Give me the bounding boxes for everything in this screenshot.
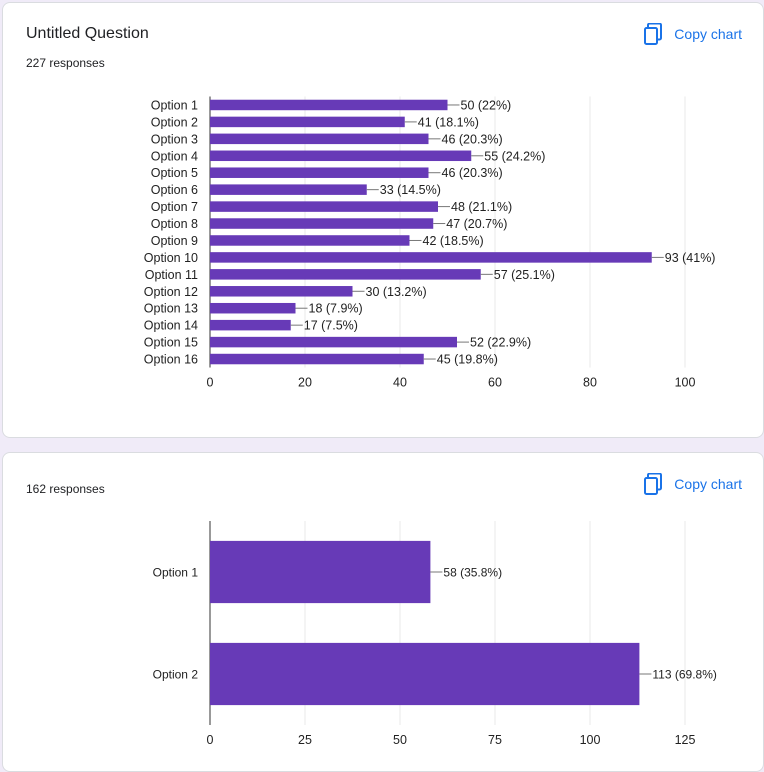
data-label: 58 (35.8%) xyxy=(443,565,502,579)
data-label: 46 (20.3%) xyxy=(442,132,503,146)
bar xyxy=(210,116,405,128)
bar xyxy=(210,184,367,195)
category-label: Option 10 xyxy=(144,251,198,265)
bar xyxy=(210,319,291,331)
category-label: Option 11 xyxy=(145,268,198,282)
data-label: 18 (7.9%) xyxy=(309,302,363,316)
data-label: 52 (22.9%) xyxy=(470,336,531,350)
category-label: Option 2 xyxy=(151,115,198,129)
bar-chart: 0 25 50 75 100 125 Option 1 58 (35.8%) Option 2 1… xyxy=(153,521,717,747)
bar xyxy=(210,99,448,111)
category-label: Option 16 xyxy=(144,353,198,367)
x-tick-label: 50 xyxy=(393,733,407,747)
question-title: Untitled Question xyxy=(26,25,149,42)
bar xyxy=(210,201,438,212)
category-label: Option 9 xyxy=(151,234,198,248)
question-card-1: Untitled Question 227 responses Copy cha… xyxy=(2,2,764,438)
bar xyxy=(210,269,481,280)
data-label: 17 (7.5%) xyxy=(304,319,358,333)
question-card-2: 162 responses Copy chart 0 25 50 75 100 125 Op… xyxy=(2,452,764,772)
category-label: Option 15 xyxy=(144,336,198,350)
bar xyxy=(210,286,353,297)
copy-chart-label: Copy chart xyxy=(674,476,742,492)
data-label: 42 (18.5%) xyxy=(423,234,484,248)
bar xyxy=(210,642,640,706)
category-label: Option 2 xyxy=(153,667,199,681)
copy-icon xyxy=(643,22,663,45)
data-label: 48 (21.1%) xyxy=(451,200,512,214)
bar-chart: 0 20 40 60 80 100 Option 1 50 (22%) Option 2 41 (… xyxy=(144,96,716,390)
category-label: Option 1 xyxy=(153,565,199,579)
x-tick-label: 125 xyxy=(675,733,696,747)
x-tick-label: 0 xyxy=(207,376,214,390)
response-count: 227 responses xyxy=(26,56,105,70)
copy-icon xyxy=(643,472,663,495)
bar xyxy=(210,167,429,178)
data-label: 33 (14.5%) xyxy=(380,183,441,197)
data-label: 47 (20.7%) xyxy=(446,217,507,231)
bar xyxy=(210,235,410,246)
category-label: Option 12 xyxy=(144,285,198,299)
copy-chart-button[interactable]: Copy chart xyxy=(643,472,742,495)
x-tick-label: 60 xyxy=(488,376,502,390)
category-label: Option 6 xyxy=(151,183,198,197)
data-label: 45 (19.8%) xyxy=(437,353,498,367)
bar xyxy=(210,218,434,229)
bar xyxy=(210,353,424,365)
x-tick-label: 80 xyxy=(583,376,597,390)
bar xyxy=(210,336,457,348)
bar xyxy=(210,150,472,162)
x-tick-label: 40 xyxy=(393,376,407,390)
data-label: 50 (22%) xyxy=(461,98,512,112)
bar xyxy=(210,540,431,604)
x-tick-label: 25 xyxy=(298,733,312,747)
copy-chart-label: Copy chart xyxy=(674,26,742,42)
data-label: 113 (69.8%) xyxy=(652,667,716,681)
x-tick-label: 0 xyxy=(207,733,214,747)
response-count: 162 responses xyxy=(26,482,105,496)
category-label: Option 4 xyxy=(151,149,198,163)
category-label: Option 8 xyxy=(151,217,198,231)
category-label: Option 3 xyxy=(151,132,198,146)
data-label: 46 (20.3%) xyxy=(442,166,503,180)
category-label: Option 1 xyxy=(151,98,198,112)
data-label: 93 (41%) xyxy=(665,251,716,265)
x-tick-label: 20 xyxy=(298,376,312,390)
data-label: 55 (24.2%) xyxy=(484,149,545,163)
data-label: 57 (25.1%) xyxy=(494,268,555,282)
x-tick-label: 100 xyxy=(580,733,601,747)
category-label: Option 13 xyxy=(144,302,198,316)
x-tick-label: 100 xyxy=(675,376,696,390)
bar xyxy=(210,252,652,263)
category-label: Option 7 xyxy=(151,200,198,214)
bar xyxy=(210,302,296,314)
bar xyxy=(210,133,429,145)
copy-chart-button[interactable]: Copy chart xyxy=(643,22,742,45)
data-label: 41 (18.1%) xyxy=(418,115,479,129)
category-label: Option 5 xyxy=(151,166,198,180)
data-label: 30 (13.2%) xyxy=(366,285,427,299)
category-label: Option 14 xyxy=(144,319,198,333)
x-tick-label: 75 xyxy=(488,733,502,747)
